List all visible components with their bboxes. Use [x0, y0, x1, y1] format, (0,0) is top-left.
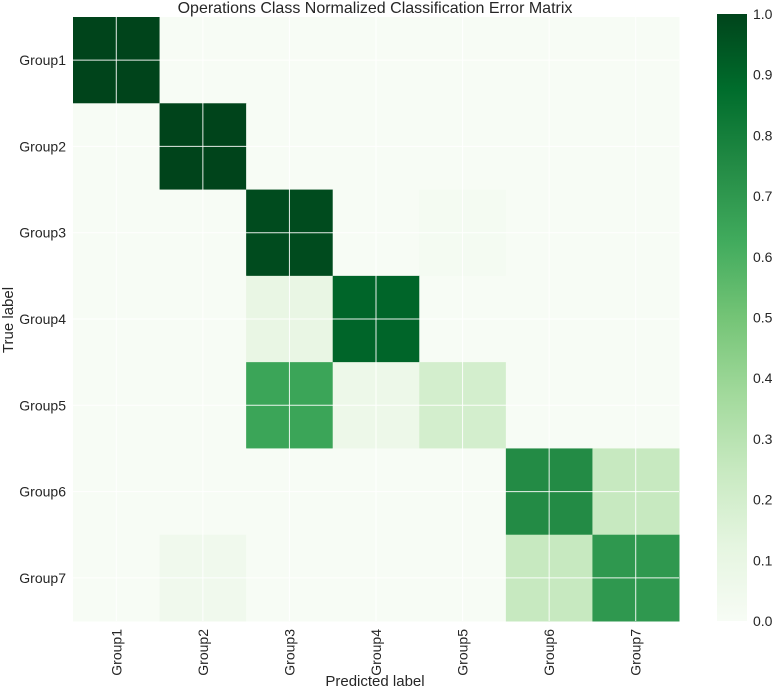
x-axis-label: Predicted label [325, 673, 424, 690]
x-tick-label: Group1 [108, 629, 124, 676]
colorbar-tick-label: 0.2 [753, 492, 772, 508]
colorbar-tick-label: 0.9 [753, 67, 772, 83]
x-tick-label: Group3 [281, 629, 297, 676]
y-tick-label: Group7 [19, 570, 66, 586]
y-tick-label: Group1 [19, 52, 66, 68]
colorbar-tick-label: 0.3 [753, 431, 772, 447]
colorbar-tick-label: 0.8 [753, 127, 772, 143]
x-tick-label: Group7 [628, 629, 644, 676]
y-tick-labels: Group1 Group2 Group3 Group4 Group5 Group6 Grou… [19, 52, 66, 586]
y-axis-label: True label [0, 287, 17, 353]
chart-title: Operations Class Normalized Classificati… [178, 0, 573, 17]
x-tick-label: Group5 [455, 629, 471, 676]
colorbar-tick-label: 0.4 [753, 370, 772, 386]
x-tick-label: Group2 [195, 629, 211, 676]
x-tick-labels: Group1 Group2 Group3 Group4 Group5 Group6 Grou… [108, 629, 643, 676]
y-tick-label: Group2 [19, 138, 66, 154]
colorbar [717, 14, 747, 621]
colorbar-tick-label: 0.7 [753, 188, 772, 204]
colorbar-tick-label: 0.6 [753, 249, 772, 265]
y-tick-label: Group3 [19, 225, 66, 241]
colorbar-tick-label: 1.0 [753, 6, 772, 22]
x-tick-label: Group6 [541, 629, 557, 676]
colorbar-tick-label: 0.5 [753, 310, 772, 326]
colorbar-tick-label: 0.1 [753, 552, 772, 568]
y-tick-label: Group5 [19, 397, 66, 413]
colorbar-tick-label: 0.0 [753, 613, 772, 629]
heatmap-gridlines [73, 17, 679, 621]
y-tick-label: Group6 [19, 484, 66, 500]
y-tick-label: Group4 [19, 311, 66, 327]
colorbar-tick-labels: 0.0 0.1 0.2 0.3 0.4 0.5 0.6 0.7 0.8 0.9 1.0 [753, 6, 772, 629]
x-tick-label: Group4 [368, 629, 384, 676]
